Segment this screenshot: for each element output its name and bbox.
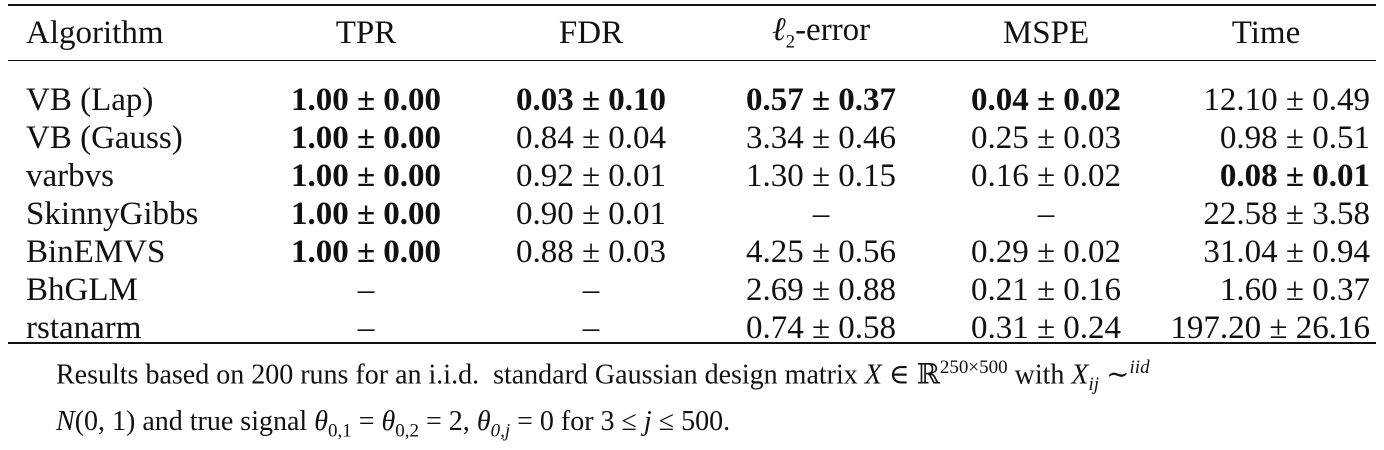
header-fdr: FDR <box>558 14 624 51</box>
math-sim: ∼ <box>1099 359 1130 391</box>
cell-mspe: 0.31 ± 0.24 <box>970 309 1122 346</box>
math-in-reals: ∈ ℝ <box>881 359 940 391</box>
math-iid: iid <box>1129 357 1150 378</box>
cell-tpr: – <box>357 309 375 346</box>
cell-mspe: 0.29 ± 0.02 <box>970 233 1122 270</box>
table-row: SkinnyGibbs 1.00 ± 0.00 0.90 ± 0.01 – – … <box>8 195 1376 233</box>
table-row: VB (Gauss) 1.00 ± 0.00 0.84 ± 0.04 3.34 … <box>8 119 1376 157</box>
math-theta: θ <box>476 405 491 437</box>
table-row: varbvs 1.00 ± 0.00 0.92 ± 0.01 1.30 ± 0.… <box>8 157 1376 195</box>
cell-l2-error: 1.30 ± 0.15 <box>745 157 897 194</box>
ell-symbol: ℓ <box>771 12 786 49</box>
math-eq: = 2, <box>419 405 477 437</box>
caption-line-2: N(0, 1) and true signal θ0,1 = θ0,2 = 2,… <box>56 403 1376 450</box>
table-top-rule <box>8 4 1376 6</box>
results-table: Algorithm TPR FDR ℓ2-error MSPE Time VB … <box>8 8 1376 347</box>
cell-fdr: 0.84 ± 0.04 <box>515 119 667 156</box>
cell-algorithm: VB (Lap) <box>26 82 154 118</box>
cell-l2-error: 4.25 ± 0.56 <box>745 233 897 270</box>
cell-l2-error: – <box>812 195 830 232</box>
cell-fdr: 0.03 ± 0.10 <box>515 82 667 118</box>
math-eq: = 0 for 3 ≤ <box>510 405 644 437</box>
table-row: rstanarm – – 0.74 ± 0.58 0.31 ± 0.24 197… <box>8 309 1376 347</box>
math-theta: θ <box>314 405 328 437</box>
cell-time: 22.58 ± 3.58 <box>1203 195 1370 232</box>
cell-tpr: – <box>357 271 375 308</box>
math-ij: ij <box>1088 373 1100 395</box>
cell-algorithm: BinEMVS <box>26 233 166 270</box>
header-mspe: MSPE <box>1002 14 1090 51</box>
cell-mspe: 0.04 ± 0.02 <box>970 82 1122 118</box>
math-x: X <box>864 359 882 391</box>
table-bottom-rule <box>8 342 1376 344</box>
header-l2-error: ℓ2-error <box>706 8 936 58</box>
cell-mspe: 0.21 ± 0.16 <box>970 271 1122 308</box>
cell-time: 0.08 ± 0.01 <box>1219 157 1370 194</box>
math-eq: = <box>351 405 382 437</box>
cell-algorithm: rstanarm <box>26 309 142 346</box>
caption-text: ≤ 500. <box>651 405 731 437</box>
cell-algorithm: VB (Gauss) <box>26 119 183 156</box>
header-algorithm: Algorithm <box>26 14 164 51</box>
table-row: BinEMVS 1.00 ± 0.00 0.88 ± 0.03 4.25 ± 0… <box>8 233 1376 271</box>
caption-text: Results based on 200 runs for an i.i.d. … <box>56 359 865 391</box>
table-header-rule <box>8 60 1376 61</box>
cell-tpr: 1.00 ± 0.00 <box>290 233 442 270</box>
math-n: N <box>56 405 75 437</box>
cell-time: 12.10 ± 0.49 <box>1203 82 1370 118</box>
table-row: VB (Lap) 1.00 ± 0.00 0.03 ± 0.10 0.57 ± … <box>8 58 1376 119</box>
caption-line-1: Results based on 200 runs for an i.i.d. … <box>56 349 1376 403</box>
header-l2-rest: -error <box>795 12 871 49</box>
header-tpr: TPR <box>335 14 397 51</box>
cell-time: 1.60 ± 0.37 <box>1219 271 1370 308</box>
cell-tpr: 1.00 ± 0.00 <box>290 119 442 156</box>
math-theta: θ <box>381 405 396 437</box>
cell-l2-error: 3.34 ± 0.46 <box>745 119 897 156</box>
cell-algorithm: BhGLM <box>26 271 138 308</box>
table-caption: Results based on 200 runs for an i.i.d. … <box>56 349 1376 450</box>
header-time: Time <box>1231 14 1301 51</box>
math-j: j <box>643 405 652 437</box>
cell-mspe: 0.25 ± 0.03 <box>970 119 1122 156</box>
cell-fdr: 0.90 ± 0.01 <box>515 195 667 232</box>
table-row: BhGLM – – 2.69 ± 0.88 0.21 ± 0.16 1.60 ±… <box>8 271 1376 309</box>
ell-subscript: 2 <box>785 31 796 53</box>
cell-fdr: – <box>582 309 600 346</box>
cell-mspe: 0.16 ± 0.02 <box>970 157 1122 194</box>
math-x-ij: X <box>1071 359 1089 391</box>
cell-l2-error: 0.74 ± 0.58 <box>745 309 897 346</box>
cell-algorithm: varbvs <box>26 157 114 194</box>
cell-fdr: – <box>582 271 600 308</box>
cell-fdr: 0.88 ± 0.03 <box>515 233 667 270</box>
cell-time: 31.04 ± 0.94 <box>1203 233 1370 270</box>
cell-l2-error: 0.57 ± 0.37 <box>745 82 897 118</box>
math-dims: 250×500 <box>939 357 1008 378</box>
cell-time: 197.20 ± 26.16 <box>1170 309 1370 346</box>
cell-mspe: – <box>1037 195 1055 232</box>
cell-tpr: 1.00 ± 0.00 <box>290 82 442 118</box>
cell-fdr: 0.92 ± 0.01 <box>515 157 667 194</box>
cell-time: 0.98 ± 0.51 <box>1219 119 1370 156</box>
table-header-row: Algorithm TPR FDR ℓ2-error MSPE Time <box>8 8 1376 58</box>
cell-tpr: 1.00 ± 0.00 <box>290 157 442 194</box>
cell-l2-error: 2.69 ± 0.88 <box>745 271 897 308</box>
cell-tpr: 1.00 ± 0.00 <box>290 195 442 232</box>
caption-text: (0, 1) and true signal <box>74 405 315 437</box>
caption-text: with <box>1007 359 1072 391</box>
cell-algorithm: SkinnyGibbs <box>26 195 199 232</box>
